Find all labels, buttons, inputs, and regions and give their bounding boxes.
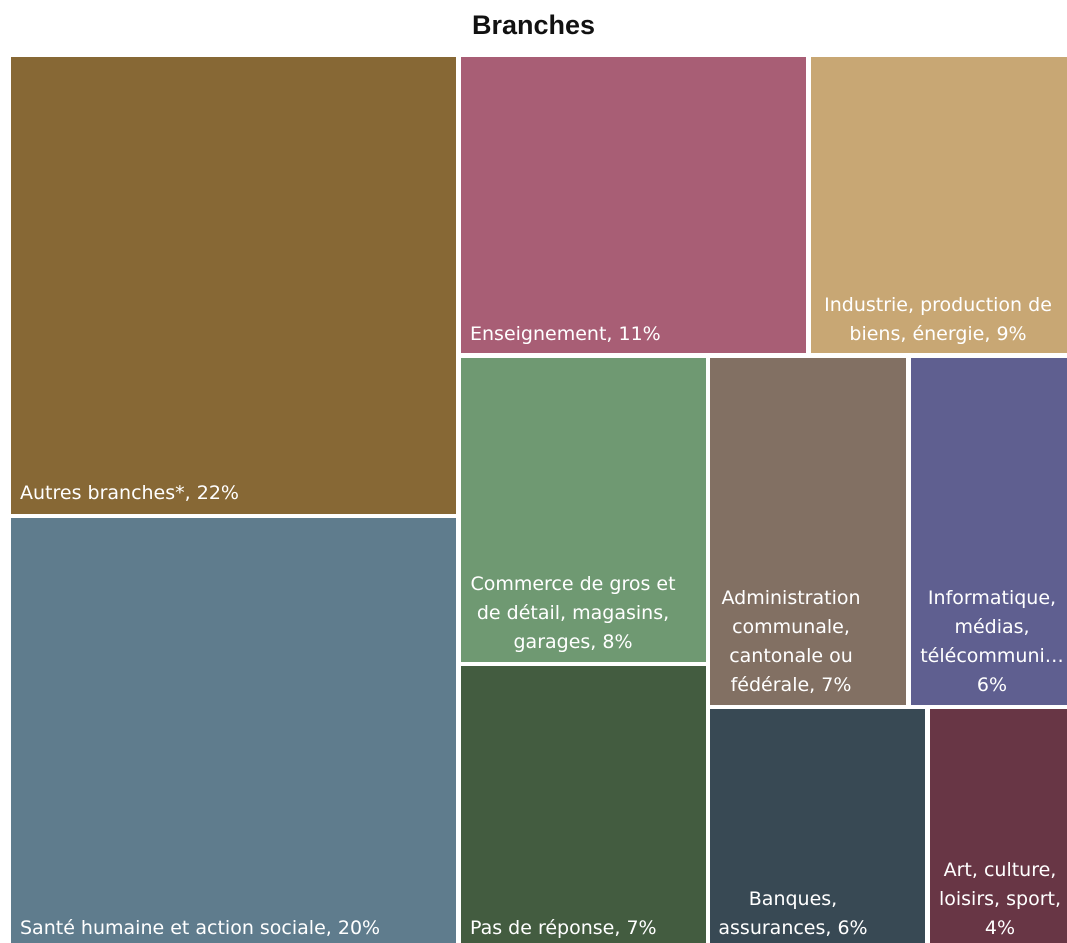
treemap-tile: Commerce de gros et de détail, magasins, g…: [461, 358, 706, 662]
tile-label: Banques, assurances, 6%: [718, 888, 867, 939]
tile-label: Pas de réponse, 7%: [470, 917, 657, 939]
treemap-tile: Autres branches*, 22%: [11, 57, 456, 514]
tile-label: Administration communale, cantonale ou fédé…: [721, 587, 860, 696]
treemap-tile: Art, culture, loisirs, sport, 4%: [930, 709, 1067, 943]
treemap-rect: [911, 358, 1067, 705]
treemap-rect: [11, 518, 456, 943]
treemap-tile: Industrie, production de biens, énergie, …: [811, 57, 1067, 353]
chart-title: Branches: [471, 10, 596, 40]
treemap-rect: [930, 709, 1067, 943]
treemap-rect: [710, 358, 906, 705]
tile-label: Enseignement, 11%: [470, 323, 661, 345]
treemap-tile: Banques, assurances, 6%: [710, 709, 925, 943]
treemap-tile: Administration communale, cantonale ou fédé…: [710, 358, 906, 705]
tile-label: Autres branches*, 22%: [20, 482, 239, 504]
tile-label: Art, culture, loisirs, sport, 4%: [939, 859, 1061, 939]
tile-label: Commerce de gros et de détail, magasins, g…: [470, 573, 675, 653]
tile-label: Informatique, médias, télécommuni… 6%: [920, 587, 1064, 696]
treemap-rect: [461, 358, 706, 662]
treemap-tile: Informatique, médias, télécommuni… 6%: [911, 358, 1067, 705]
treemap-rect: [11, 57, 456, 514]
treemap-tile: Enseignement, 11%: [461, 57, 806, 353]
treemap-rect: [811, 57, 1067, 353]
tile-label: Industrie, production de biens, énergie, …: [824, 294, 1052, 345]
tile-label: Santé humaine et action sociale, 20%: [20, 917, 380, 939]
treemap-tile: Santé humaine et action sociale, 20%: [11, 518, 456, 943]
treemap-rect: [461, 57, 806, 353]
treemap-tile: Pas de réponse, 7%: [461, 666, 706, 943]
treemap-rect: [710, 709, 925, 943]
treemap-rect: [461, 666, 706, 943]
